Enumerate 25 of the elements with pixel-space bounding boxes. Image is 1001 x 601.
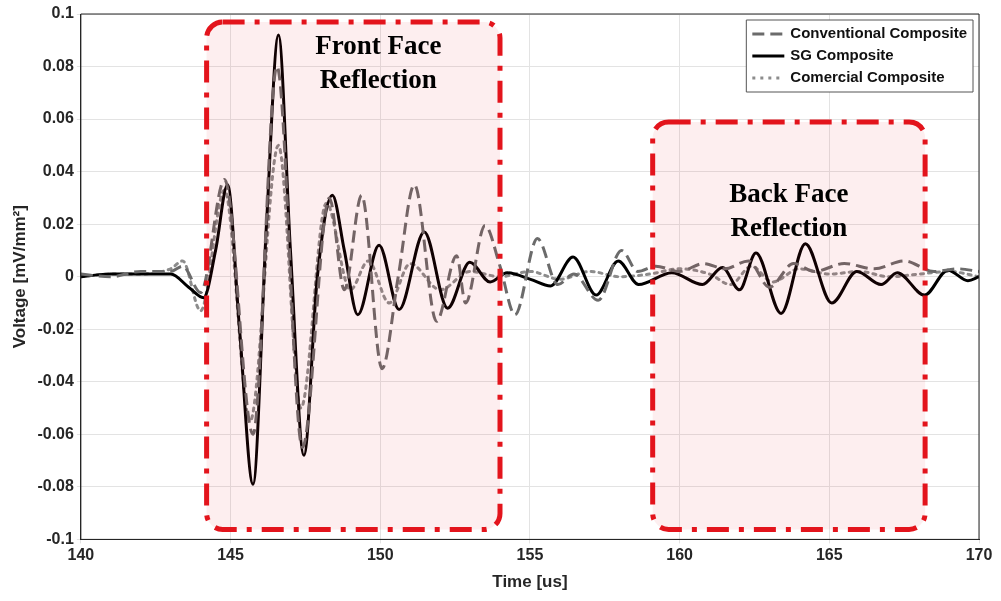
y-tick-label: -0.04 xyxy=(37,372,74,390)
y-tick-label: 0.04 xyxy=(42,162,74,180)
y-tick-label: 0.02 xyxy=(42,214,74,232)
x-tick-label: 150 xyxy=(366,546,394,564)
band-label: Back Face Reflection xyxy=(729,178,849,243)
legend-label: Conventional Composite xyxy=(790,24,968,42)
y-tick-label: -0.06 xyxy=(37,424,74,442)
y-tick-label: 0 xyxy=(64,267,74,285)
y-tick-label: 0.06 xyxy=(42,109,74,127)
y-tick-label: -0.02 xyxy=(37,319,74,337)
x-tick-label: 165 xyxy=(815,546,843,564)
x-tick-label: 155 xyxy=(516,546,544,564)
y-tick-label: -0.1 xyxy=(46,529,74,547)
x-axis-title: Time [us] xyxy=(492,572,568,592)
y-tick-label: 0.1 xyxy=(51,4,74,22)
legend-label: SG Composite xyxy=(790,46,894,64)
band-label: Front Face Reflection xyxy=(315,30,442,95)
legend-label: Comercial Composite xyxy=(790,68,945,86)
y-tick-label: -0.08 xyxy=(37,477,74,495)
x-tick-label: 160 xyxy=(666,546,694,564)
y-axis-title: Voltage [mV/mm²] xyxy=(9,205,29,349)
x-tick-label: 170 xyxy=(965,546,993,564)
x-tick-label: 140 xyxy=(67,546,95,564)
y-tick-label: 0.08 xyxy=(42,56,74,74)
x-tick-label: 145 xyxy=(217,546,244,564)
